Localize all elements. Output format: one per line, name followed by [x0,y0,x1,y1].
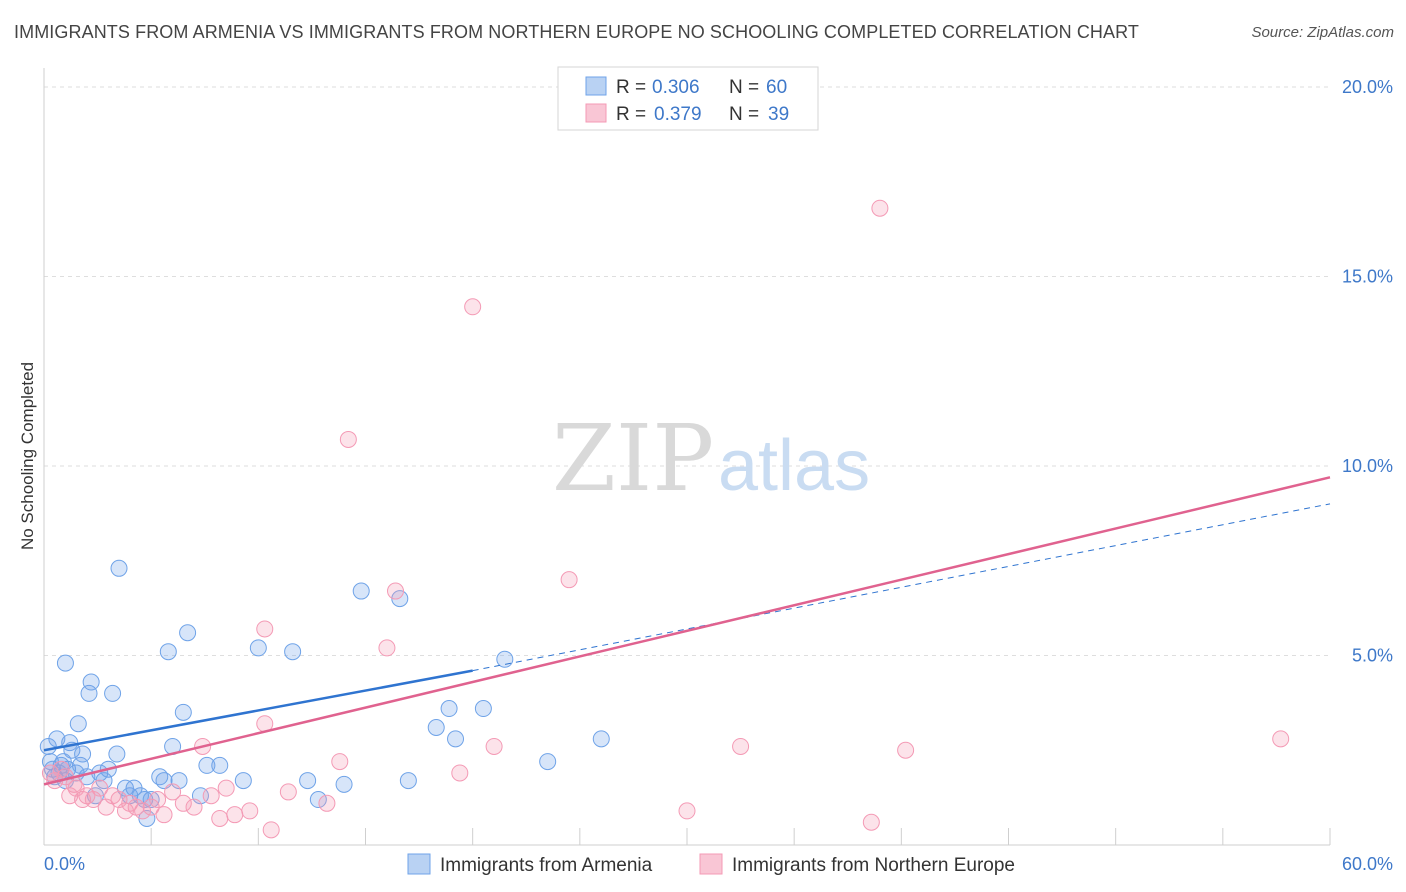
point-northern-europe-37 [387,582,405,600]
point-armenia-59 [56,654,74,672]
legend-n-label-1: N = [729,77,759,98]
point-northern-europe-31 [256,620,274,638]
point-armenia-35 [159,643,177,661]
legend-r-label-1: R = [616,77,646,98]
point-armenia-46 [299,772,317,790]
point-northern-europe-34 [331,753,349,771]
point-northern-europe-22 [185,798,203,816]
legend-n-value-1: 60 [766,77,787,98]
point-armenia-56 [496,650,514,668]
y-tick-labels: 5.0% 10.0% 15.0% 20.0% [1342,77,1393,666]
point-northern-europe-48 [67,779,85,797]
point-armenia-42 [211,756,229,774]
trend-line-northern-europe [43,476,1331,786]
gridlines [44,86,1330,656]
point-northern-europe-25 [211,809,229,827]
point-northern-europe-41 [560,571,578,589]
point-northern-europe-24 [202,787,220,805]
point-armenia-58 [592,730,610,748]
point-northern-europe-19 [155,806,173,824]
trend-line-armenia [43,669,473,752]
trend-lines [43,476,1331,786]
legend-swatch-armenia [585,76,607,96]
point-northern-europe-35 [339,430,357,448]
stats-legend: R = 0.306 N = 60 R = 0.379 N = 39 [557,66,819,131]
point-northern-europe-46 [1272,730,1290,748]
legend-n-value-2: 39 [768,104,789,125]
point-northern-europe-21 [174,794,192,812]
point-northern-europe-45 [897,741,915,759]
point-armenia-43 [234,772,252,790]
point-armenia-57 [539,753,557,771]
series-legend: Immigrants from Armenia Immigrants from … [407,853,1015,876]
point-northern-europe-26 [217,779,235,797]
legend-r-label-2: R = [616,104,646,125]
point-armenia-49 [352,582,370,600]
watermark-zip: ZIP [552,405,714,512]
point-northern-europe-47 [862,813,880,831]
point-northern-europe-30 [262,821,280,839]
point-northern-europe-27 [226,806,244,824]
x-tick-marks [150,828,1331,845]
point-armenia-44 [249,639,267,657]
point-northern-europe-28 [241,802,259,820]
point-northern-europe-44 [871,199,889,217]
point-armenia-47 [309,791,327,809]
legend-r-value-1: 0.306 [652,77,700,98]
point-armenia-34 [155,772,173,790]
point-northern-europe-33 [318,794,336,812]
bottom-legend-label-northern-europe: Immigrants from Northern Europe [732,855,1015,876]
point-armenia-51 [399,772,417,790]
trend-line-armenia-extension [472,503,1331,672]
bottom-legend-swatch-armenia [407,853,431,875]
bottom-legend-label-armenia: Immigrants from Armenia [440,855,653,876]
point-armenia-41 [198,756,216,774]
data-points [39,199,1290,839]
y-tick-label-1: 10.0% [1342,456,1393,476]
point-northern-europe-9 [91,779,109,797]
point-armenia-18 [82,673,100,691]
point-armenia-48 [335,775,353,793]
source-label: Source: ZipAtlas.com [1251,24,1394,41]
y-axis-label: No Schooling Completed [18,362,37,550]
point-armenia-25 [110,559,128,577]
point-northern-europe-16 [134,802,152,820]
legend-r-value-2: 0.379 [654,104,702,125]
point-armenia-45 [284,643,302,661]
point-armenia-54 [447,730,465,748]
point-northern-europe-39 [464,298,482,316]
point-armenia-38 [174,703,192,721]
point-northern-europe-20 [164,783,182,801]
point-armenia-39 [179,624,197,642]
y-tick-label-0: 5.0% [1352,645,1393,665]
chart-title: IMMIGRANTS FROM ARMENIA VS IMMIGRANTS FR… [14,22,1139,42]
legend-swatch-northern-europe [585,103,607,123]
watermark-atlas: atlas [718,426,870,506]
point-northern-europe-38 [451,764,469,782]
point-armenia-15 [74,745,92,763]
bottom-legend-swatch-northern-europe [699,853,723,875]
point-armenia-13 [69,715,87,733]
point-northern-europe-40 [485,737,503,755]
point-northern-europe-18 [149,791,167,809]
point-armenia-23 [104,684,122,702]
point-northern-europe-36 [378,639,396,657]
point-armenia-53 [440,700,458,718]
y-tick-label-3: 20.0% [1342,77,1393,97]
x-tick-min-label: 0.0% [44,854,85,874]
point-armenia-24 [108,745,126,763]
point-northern-europe-43 [732,737,750,755]
legend-n-label-2: N = [729,104,759,125]
point-northern-europe-42 [678,802,696,820]
point-armenia-55 [474,700,492,718]
point-armenia-52 [427,719,445,737]
y-tick-label-2: 15.0% [1342,266,1393,286]
x-tick-max-label: 60.0% [1342,854,1393,874]
point-northern-europe-32 [279,783,297,801]
